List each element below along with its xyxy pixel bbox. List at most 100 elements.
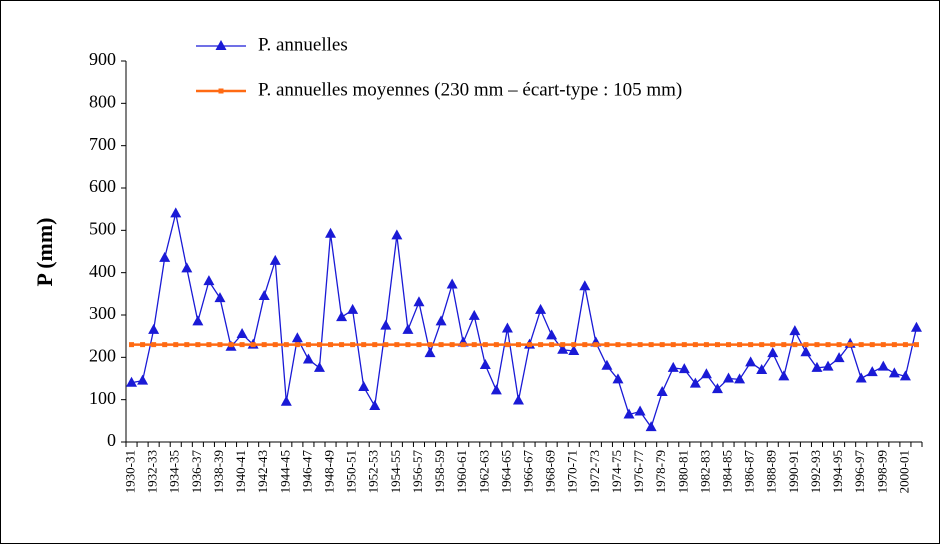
point — [350, 342, 356, 348]
y-axis-label: P (mm) — [32, 217, 57, 286]
point — [515, 342, 521, 348]
point — [493, 342, 499, 348]
x-tick-label: 1934-35 — [167, 450, 182, 493]
y-tick-label: 700 — [89, 134, 116, 154]
point — [645, 421, 657, 432]
point — [269, 254, 281, 265]
point — [626, 342, 632, 348]
point — [833, 352, 845, 363]
point — [557, 343, 569, 354]
point — [471, 342, 477, 348]
point — [316, 342, 322, 348]
x-tick-label: 1954-55 — [388, 450, 403, 493]
point — [383, 342, 389, 348]
point — [789, 325, 801, 336]
y-tick-label: 100 — [89, 388, 116, 408]
point — [148, 323, 160, 334]
point — [438, 342, 444, 348]
point — [283, 342, 289, 348]
point — [328, 342, 334, 348]
point — [681, 342, 687, 348]
x-tick-label: 1980-81 — [675, 450, 690, 493]
point — [770, 342, 776, 348]
point — [888, 367, 900, 378]
point — [405, 342, 411, 348]
x-tick-label: 2000-01 — [896, 450, 911, 493]
y-tick-label: 800 — [89, 91, 116, 111]
point — [825, 342, 831, 348]
point — [615, 342, 621, 348]
x-tick-label: 1936-37 — [189, 450, 204, 494]
x-tick-label: 1978-79 — [653, 450, 668, 493]
point — [170, 207, 182, 218]
point — [855, 372, 867, 383]
point — [648, 342, 654, 348]
point — [568, 344, 580, 355]
point — [236, 328, 248, 339]
point — [261, 342, 267, 348]
point — [877, 360, 889, 371]
point — [723, 372, 735, 383]
y-tick-label: 300 — [89, 303, 116, 323]
x-tick-label: 1976-77 — [631, 450, 646, 494]
x-tick-label: 1956-57 — [410, 450, 425, 494]
point — [756, 364, 768, 375]
point — [129, 342, 135, 348]
point — [678, 363, 690, 374]
x-tick-label: 1988-89 — [764, 450, 779, 493]
point — [449, 342, 455, 348]
x-tick-label: 1994-95 — [830, 450, 845, 493]
point — [424, 347, 436, 358]
x-tick-label: 1996-97 — [852, 450, 867, 494]
point — [560, 342, 566, 348]
y-tick-label: 600 — [89, 176, 116, 196]
point — [339, 342, 345, 348]
legend-label: P. annuelles — [258, 34, 348, 55]
point — [380, 319, 392, 330]
x-tick-label: 1940-41 — [233, 450, 248, 493]
point — [546, 329, 558, 340]
point — [792, 342, 798, 348]
point — [527, 342, 533, 348]
legend-marker — [218, 88, 224, 94]
x-tick-label: 1968-69 — [543, 450, 558, 493]
point — [291, 332, 303, 343]
x-tick-label: 1948-49 — [322, 450, 337, 493]
point — [822, 360, 834, 371]
point — [737, 342, 743, 348]
point — [258, 289, 270, 300]
point — [700, 368, 712, 379]
point — [479, 358, 491, 369]
point — [866, 366, 878, 377]
point — [336, 311, 348, 322]
point — [504, 342, 510, 348]
point — [703, 342, 709, 348]
point — [891, 342, 897, 348]
point — [173, 342, 179, 348]
point — [781, 342, 787, 348]
point — [512, 394, 524, 405]
point — [126, 376, 138, 387]
point — [549, 342, 555, 348]
point — [902, 342, 908, 348]
point — [427, 342, 433, 348]
point — [280, 395, 292, 406]
point — [601, 359, 613, 370]
point — [910, 321, 922, 332]
point — [137, 374, 149, 385]
y-tick-label: 900 — [89, 49, 116, 69]
point — [836, 342, 842, 348]
x-tick-label: 1966-67 — [521, 450, 536, 494]
point — [582, 342, 588, 348]
point — [214, 292, 226, 303]
x-tick-label: 1930-31 — [123, 450, 138, 493]
point — [313, 361, 325, 372]
x-tick-label: 1986-87 — [742, 450, 757, 494]
point — [140, 342, 146, 348]
point — [206, 342, 212, 348]
point — [416, 342, 422, 348]
point — [460, 342, 466, 348]
point — [250, 342, 256, 348]
